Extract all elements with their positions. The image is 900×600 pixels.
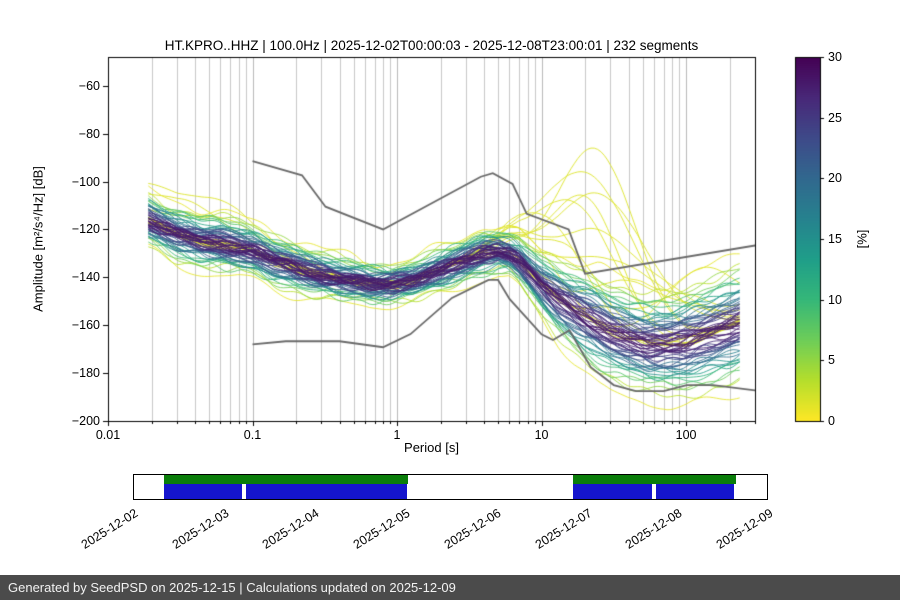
y-tick-label: −120 [71, 222, 100, 237]
x-tick-label: 10 [534, 428, 549, 442]
availability-segment [163, 484, 242, 499]
colorbar-tick-label: 20 [828, 171, 842, 186]
y-tick-label: −180 [71, 366, 100, 381]
x-tick-label: 0.01 [95, 428, 121, 442]
colorbar-tick-label: 10 [828, 292, 842, 307]
availability-date-label: 2025-12-07 [532, 506, 594, 552]
availability-segment [572, 484, 653, 499]
availability-date-label: 2025-12-06 [441, 506, 504, 552]
availability-date-label: 2025-12-05 [350, 506, 413, 552]
availability-segment [656, 484, 735, 499]
availability-segment [572, 475, 736, 484]
colorbar-tick-label: 30 [828, 50, 842, 64]
x-tick-label: 1 [393, 428, 401, 442]
x-axis-label: Period [s] [404, 440, 459, 455]
y-tick-label: −140 [71, 270, 100, 285]
availability-date-label: 2025-12-03 [169, 506, 232, 552]
availability-segment [163, 475, 409, 484]
y-axis-label: Amplitude [m²/s⁴/Hz] [dB] [30, 166, 46, 312]
psd-density-canvas [0, 0, 900, 465]
x-tick-label: 0.1 [243, 428, 262, 442]
y-tick-label: −200 [71, 414, 100, 428]
colorbar-label: [%] [854, 229, 870, 249]
availability-date-label: 2025-12-02 [78, 506, 141, 552]
availability-date-label: 2025-12-04 [260, 506, 322, 552]
y-tick-label: −160 [71, 318, 100, 333]
availability-date-label: 2025-12-08 [623, 506, 685, 552]
y-tick-label: −60 [78, 78, 100, 93]
colorbar-tick-label: 0 [828, 414, 835, 428]
y-tick-label: −80 [78, 126, 100, 141]
colorbar-tick-label: 5 [828, 353, 835, 368]
availability-date-label: 2025-12-09 [713, 506, 776, 552]
availability-segment [246, 484, 407, 499]
data-availability-bar [133, 474, 768, 500]
footer-text: Generated by SeedPSD on 2025-12-15 | Cal… [8, 580, 456, 595]
y-tick-label: −100 [71, 174, 100, 189]
footer-status-bar: Generated by SeedPSD on 2025-12-15 | Cal… [0, 575, 900, 600]
plot-title: HT.KPRO..HHZ | 100.0Hz | 2025-12-02T00:0… [164, 38, 699, 53]
x-tick-label: 100 [675, 428, 697, 442]
colorbar-tick-label: 15 [828, 232, 842, 246]
colorbar-tick-label: 25 [828, 110, 842, 125]
